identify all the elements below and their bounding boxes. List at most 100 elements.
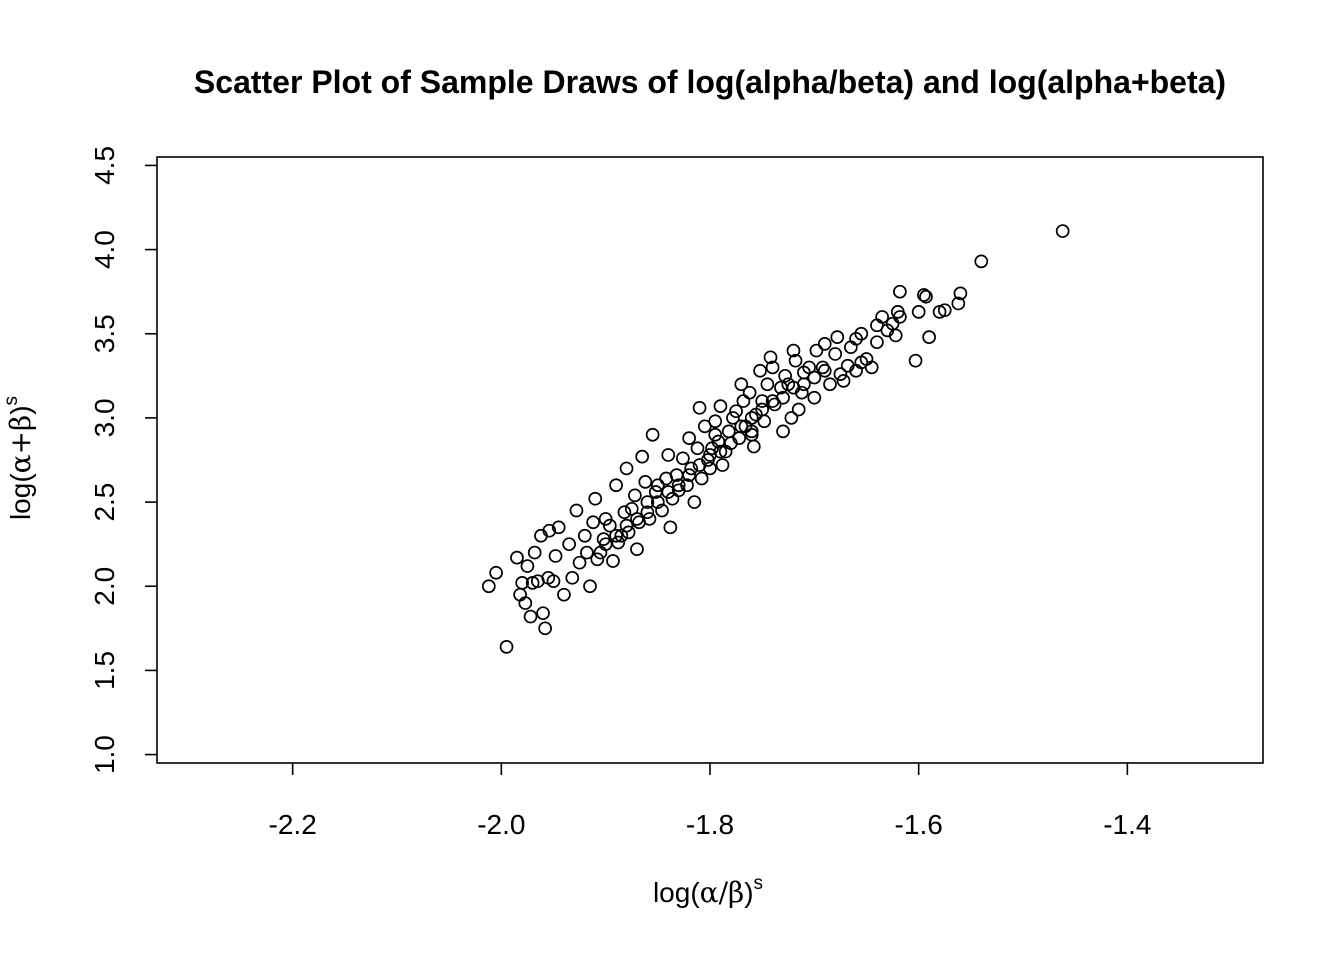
data-point-75 (536, 606, 550, 621)
data-point-147 (744, 411, 759, 425)
data-point-124 (680, 478, 694, 493)
data-point-141 (586, 515, 600, 530)
data-point-55 (619, 461, 634, 476)
data-points (481, 224, 1070, 654)
data-point-24 (836, 374, 851, 388)
data-point-132 (638, 475, 653, 489)
data-point-151 (682, 468, 696, 482)
data-point-92 (840, 358, 855, 373)
data-point-66 (565, 570, 580, 585)
data-point-58 (606, 554, 620, 568)
data-point-162 (640, 505, 655, 520)
data-point-49 (650, 478, 665, 493)
data-point-100 (788, 353, 803, 368)
data-point-85 (510, 550, 524, 565)
x-axis-label: log(α/β)s (653, 873, 763, 909)
data-point-1 (974, 254, 989, 269)
data-point-69 (551, 520, 566, 535)
data-point-27 (807, 390, 822, 405)
data-point-70 (548, 549, 563, 563)
data-point-6 (919, 289, 933, 304)
data-point-65 (569, 503, 584, 518)
data-point-94 (830, 330, 845, 344)
y-axis-label-op: + (4, 431, 37, 454)
data-point-97 (809, 343, 824, 358)
data-point-157 (797, 377, 811, 392)
x-axis: -2.2 -2.0 -1.8 -1.6 -1.4 (269, 763, 1151, 840)
data-point-74 (538, 621, 552, 636)
data-point-40 (713, 399, 728, 413)
data-point-161 (650, 495, 665, 509)
y-tick-label-6: 4.0 (89, 230, 120, 269)
data-point-18 (870, 335, 884, 350)
data-point-59 (598, 512, 613, 526)
data-point-64 (572, 555, 587, 570)
data-point-30 (786, 343, 801, 358)
y-tick-label-3: 2.5 (89, 483, 120, 522)
data-point-61 (588, 491, 603, 506)
data-point-67 (562, 537, 576, 552)
data-point-118 (708, 414, 723, 429)
data-point-86 (499, 639, 514, 654)
y-tick-label-1: 1.5 (89, 651, 120, 690)
data-point-76 (534, 528, 548, 543)
data-point-152 (671, 478, 686, 493)
x-tick-label-0: -2.2 (269, 809, 317, 840)
data-point-33 (765, 360, 780, 375)
data-point-90 (854, 355, 869, 370)
data-point-116 (715, 458, 730, 472)
y-tick-label-4: 3.0 (89, 398, 120, 437)
data-point-140 (590, 552, 605, 567)
data-point-142 (580, 545, 594, 560)
x-axis-label-alpha: α (700, 876, 719, 909)
data-point-50 (645, 427, 660, 442)
data-point-29 (791, 402, 806, 417)
data-point-52 (635, 449, 650, 464)
data-point-102 (778, 368, 792, 383)
data-point-107 (753, 363, 767, 378)
data-point-93 (833, 367, 848, 381)
data-point-62 (583, 579, 597, 594)
data-point-164 (619, 518, 634, 533)
y-axis-label-beta: β (4, 415, 37, 431)
y-axis-label-sup: s (1, 396, 22, 406)
y-axis-label-prefix: log( (5, 473, 36, 520)
data-point-129 (655, 503, 669, 518)
data-point-44 (687, 495, 702, 509)
data-point-35 (755, 394, 770, 408)
data-point-114 (726, 411, 740, 425)
data-point-145 (724, 436, 738, 451)
data-point-78 (527, 545, 542, 560)
data-point-80 (523, 609, 538, 624)
data-point-34 (763, 350, 778, 365)
data-point-115 (721, 424, 736, 439)
data-point-45 (682, 431, 696, 445)
data-point-51 (640, 495, 655, 509)
data-point-121 (694, 471, 709, 486)
data-point-38 (729, 404, 743, 419)
data-point-57 (609, 478, 623, 493)
chart-title: Scatter Plot of Sample Draws of log(alph… (194, 64, 1226, 100)
y-tick-label-2: 2.0 (89, 567, 120, 606)
data-point-84 (513, 587, 527, 602)
data-point-88 (481, 579, 496, 594)
data-point-81 (520, 559, 535, 573)
data-point-135 (621, 525, 636, 540)
data-point-87 (489, 565, 503, 580)
y-axis-label-alpha: α (4, 454, 37, 473)
data-point-166 (598, 537, 613, 552)
data-point-43 (692, 400, 707, 415)
y-axis-label: log(α+β)s (1, 396, 37, 520)
data-point-134 (628, 488, 642, 503)
data-point-144 (708, 427, 723, 442)
x-axis-label-suffix: ) (744, 877, 753, 908)
data-point-105 (760, 377, 775, 392)
data-point-9 (922, 330, 936, 344)
data-point-95 (823, 377, 837, 392)
data-point-101 (784, 411, 799, 425)
data-point-125 (676, 451, 690, 466)
x-axis-label-sup: s (754, 873, 764, 894)
data-point-32 (776, 424, 790, 439)
data-point-155 (776, 390, 790, 405)
